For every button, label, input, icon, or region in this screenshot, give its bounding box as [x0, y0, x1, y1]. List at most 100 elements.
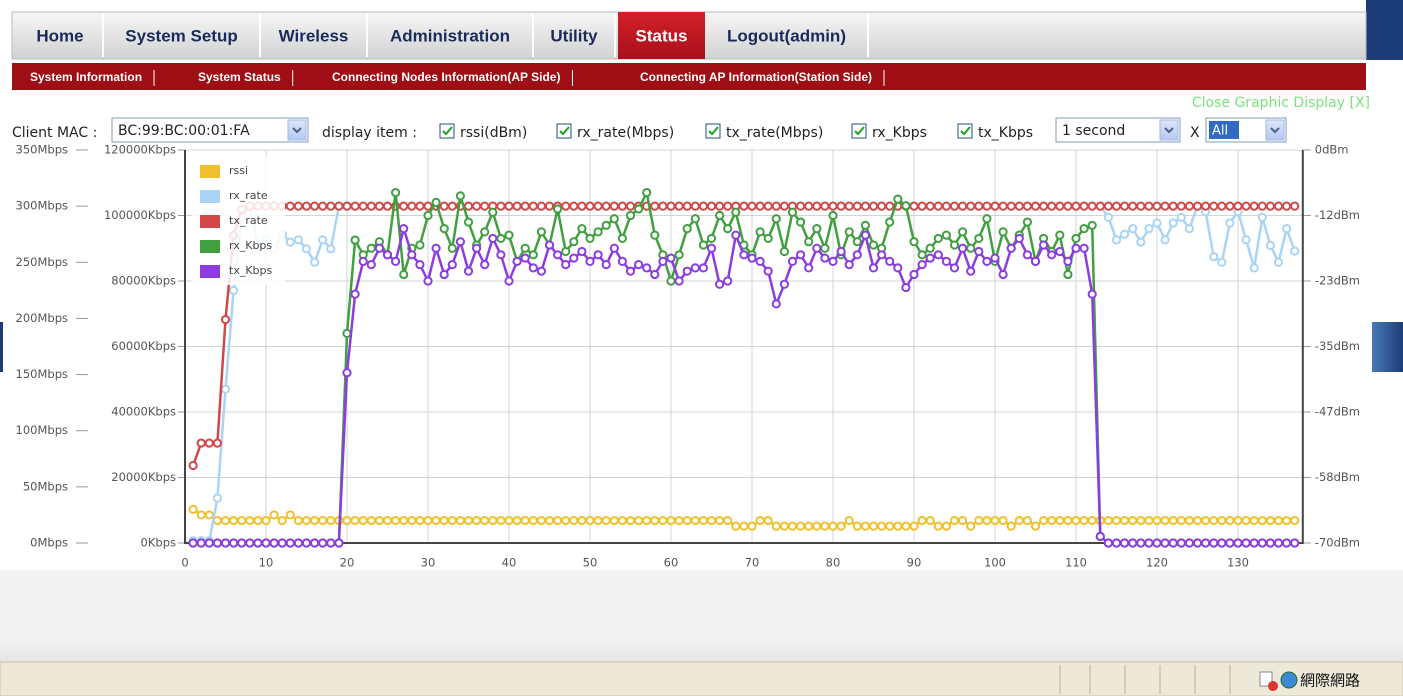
data-point: [585, 201, 595, 211]
subnav-link[interactable]: Connecting Nodes Information(AP Side): [332, 70, 560, 84]
data-point: [747, 253, 757, 263]
data-point: [682, 266, 692, 276]
data-point: [237, 515, 247, 526]
data-point: [690, 201, 700, 211]
y2-tick-label: -70dBm: [1315, 536, 1360, 550]
data-point: [382, 250, 393, 260]
data-point: [1290, 246, 1300, 256]
nav-tab[interactable]: Status: [636, 26, 688, 45]
subnav-link[interactable]: System Status: [198, 70, 281, 84]
data-point: [877, 201, 887, 211]
data-point: [528, 263, 538, 273]
data-point: [342, 201, 352, 211]
nav-tab[interactable]: Wireless: [279, 26, 349, 45]
data-point: [512, 256, 522, 266]
checkbox[interactable]: [556, 123, 572, 139]
data-point: [909, 201, 919, 211]
data-point: [1257, 212, 1267, 222]
data-point: [1249, 515, 1259, 526]
data-point: [1079, 201, 1089, 211]
y2-tick-label: -47dBm: [1315, 405, 1360, 419]
data-point: [844, 227, 854, 237]
data-point: [358, 256, 368, 266]
nav-tab[interactable]: Logout(admin): [727, 26, 846, 45]
side-block-left: [0, 322, 3, 372]
data-point: [1273, 201, 1284, 211]
data-point: [1257, 201, 1267, 211]
data-point: [528, 201, 538, 211]
data-point: [650, 201, 660, 211]
x-tick-label: 60: [664, 556, 679, 570]
data-point: [941, 230, 952, 240]
data-point: [463, 266, 474, 276]
data-point: [1249, 538, 1259, 548]
data-point: [1290, 201, 1300, 211]
data-point: [1087, 515, 1097, 526]
checkbox[interactable]: [851, 123, 867, 139]
nav-tab[interactable]: System Setup: [125, 26, 237, 45]
data-point: [998, 201, 1008, 211]
data-point: [642, 187, 652, 198]
data-point: [1128, 515, 1138, 526]
data-point: [285, 538, 295, 548]
data-point: [212, 538, 222, 548]
data-point: [601, 220, 611, 230]
data-point: [1233, 201, 1243, 211]
legend-label: rssi: [229, 164, 248, 177]
data-point: [868, 521, 879, 531]
data-point: [528, 515, 538, 526]
data-point: [593, 515, 603, 526]
data-point: [204, 538, 214, 548]
data-point: [1128, 201, 1138, 211]
data-point: [982, 256, 992, 266]
data-point: [1111, 538, 1122, 548]
checkbox[interactable]: [705, 123, 721, 139]
data-point: [261, 538, 271, 548]
data-point: [212, 493, 222, 503]
data-point: [949, 515, 960, 526]
data-point: [310, 515, 320, 526]
subnav-link[interactable]: System Information: [30, 70, 142, 84]
data-point: [868, 201, 879, 211]
display-item-label: display item :: [322, 125, 417, 141]
interval-select-button[interactable]: [1159, 119, 1179, 141]
data-point: [229, 285, 239, 295]
data-point: [342, 515, 352, 526]
data-point: [771, 299, 781, 309]
data-point: [609, 515, 619, 526]
lower-strip: [0, 638, 1403, 662]
data-point: [1152, 515, 1162, 526]
y-tick-label: 100000Kbps: [104, 208, 176, 222]
data-point: [1030, 201, 1041, 211]
y3-tick-label: 300Mbps: [16, 199, 68, 213]
data-point: [204, 510, 214, 520]
data-point: [812, 224, 822, 234]
nav-tab[interactable]: Home: [36, 26, 83, 45]
x-tick-label: 70: [745, 556, 760, 570]
data-point: [423, 201, 433, 211]
data-point: [366, 260, 376, 270]
close-link[interactable]: Close Graphic Display [X]: [1192, 95, 1370, 111]
data-point: [885, 256, 895, 266]
data-point: [617, 233, 628, 244]
data-point: [1039, 515, 1049, 526]
data-point: [755, 256, 765, 266]
data-point: [1087, 220, 1097, 230]
checkbox[interactable]: [957, 123, 973, 139]
data-point: [382, 515, 393, 526]
client-mac-select-button[interactable]: [287, 119, 307, 141]
data-point: [796, 201, 806, 211]
nav-tab[interactable]: Utility: [550, 26, 598, 45]
interval-select[interactable]: [1055, 117, 1181, 143]
checkbox-label: tx_Kbps: [978, 125, 1033, 141]
range-select-button[interactable]: [1265, 119, 1285, 141]
subnav-link[interactable]: Connecting AP Information(Station Side): [640, 70, 872, 84]
data-point: [1087, 201, 1097, 211]
data-point: [188, 538, 198, 548]
data-point: [844, 515, 854, 526]
nav-tab[interactable]: Administration: [390, 26, 510, 45]
data-point: [334, 201, 344, 211]
client-mac-select[interactable]: [111, 117, 309, 143]
data-point: [1176, 212, 1186, 222]
checkbox[interactable]: [439, 123, 455, 139]
